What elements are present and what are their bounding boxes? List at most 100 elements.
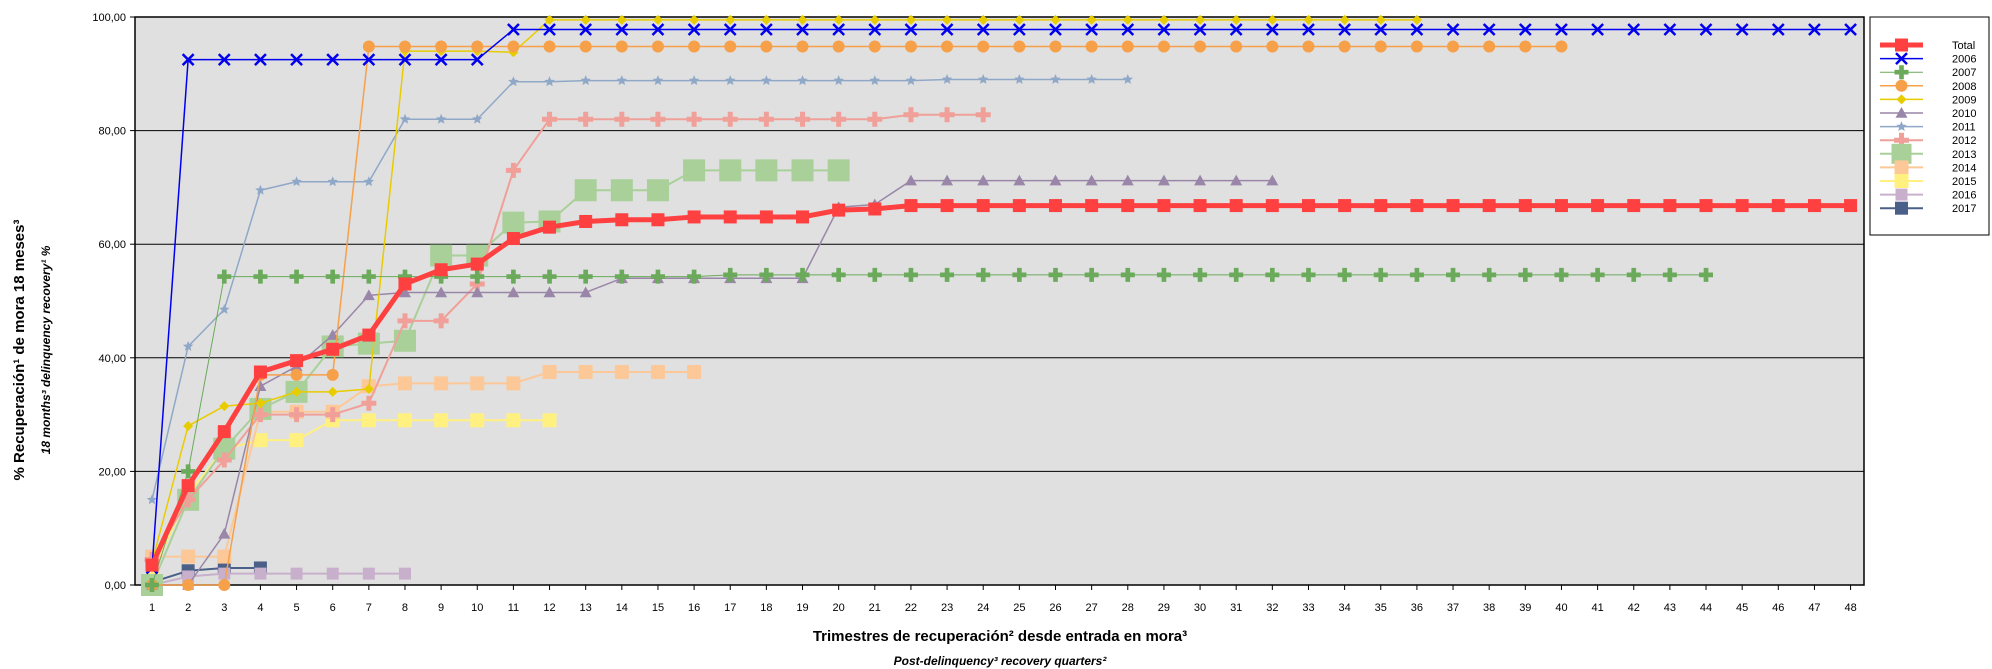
data-point-2010	[218, 527, 231, 539]
data-point-total	[1338, 199, 1352, 213]
data-point-2006	[1482, 23, 1496, 36]
data-point-2006	[1735, 23, 1749, 36]
data-point-total	[1518, 199, 1532, 213]
data-point-2012	[795, 111, 811, 127]
data-point-total	[470, 257, 484, 271]
data-point-2010	[543, 286, 556, 298]
x-tick-label: 46	[1772, 602, 1784, 614]
data-point-2009	[797, 14, 808, 25]
legend-label: Total	[1952, 40, 1975, 52]
x-tick-label: 9	[438, 602, 444, 614]
data-point-total	[1771, 199, 1785, 213]
y-tick-label: 40,00	[98, 353, 126, 365]
legend-swatch-marker	[1894, 65, 1909, 80]
data-point-2007	[759, 267, 774, 282]
data-point-2008	[941, 40, 954, 53]
data-point-2008	[1266, 40, 1279, 53]
data-point-2007	[903, 267, 918, 282]
data-point-2006	[1555, 23, 1568, 36]
data-point-2009	[1158, 14, 1169, 25]
data-point-2009	[544, 14, 555, 25]
data-point-2009	[1014, 14, 1025, 25]
data-point-2013	[610, 179, 633, 202]
data-point-2016	[398, 567, 411, 580]
data-point-2007	[1084, 267, 1099, 282]
data-point-2012	[831, 111, 847, 127]
data-point-2009	[869, 14, 880, 25]
data-point-2010	[326, 329, 339, 340]
data-point-2011	[1014, 73, 1025, 84]
legend-swatch-marker	[1895, 188, 1908, 201]
legend-swatch-marker	[1895, 201, 1908, 215]
data-point-2011	[255, 184, 266, 195]
data-point-2007	[1265, 267, 1280, 282]
data-point-2006	[543, 23, 556, 36]
data-point-2015	[397, 413, 412, 428]
data-point-2008	[868, 40, 881, 53]
data-point-2012	[903, 107, 919, 123]
x-tick-label: 38	[1483, 602, 1495, 614]
data-point-2008	[1338, 40, 1351, 53]
legend-swatch-marker	[1894, 132, 1909, 148]
x-tick-label: 3	[221, 602, 227, 614]
data-point-2011	[977, 73, 989, 84]
data-point-2008	[182, 579, 195, 591]
x-axis-subtitle: Post-delinquency³ recovery quarters²	[894, 654, 1108, 668]
data-point-2006	[254, 53, 267, 66]
data-point-2011	[797, 75, 808, 86]
data-point-2012	[650, 111, 666, 127]
data-point-2007	[578, 269, 593, 284]
legend-swatch-marker	[1896, 94, 1907, 105]
data-point-2008	[507, 40, 520, 53]
data-point-2010	[1013, 174, 1026, 186]
data-point-2006	[615, 23, 629, 36]
x-tick-label: 7	[366, 602, 372, 614]
data-point-2015	[361, 413, 376, 428]
x-tick-label: 28	[1122, 602, 1134, 614]
legend-entry-2016: 2016	[1880, 188, 1976, 202]
data-point-2011	[1086, 73, 1097, 84]
data-point-2010	[1049, 174, 1062, 186]
data-point-2006	[326, 53, 340, 66]
data-point-total	[868, 202, 882, 216]
data-point-2007	[687, 269, 702, 284]
data-point-2011	[725, 75, 736, 86]
legend-swatch-marker	[1895, 52, 1908, 65]
data-point-2007	[723, 267, 738, 282]
data-point-2014	[470, 376, 485, 391]
data-point-2012	[433, 313, 449, 329]
data-point-2010	[977, 174, 990, 186]
data-point-total	[1554, 199, 1568, 213]
data-point-2014	[614, 365, 629, 379]
x-tick-label: 44	[1700, 602, 1712, 614]
data-point-2006	[1265, 23, 1279, 36]
data-point-total	[326, 342, 340, 356]
legend-label: 2010	[1952, 108, 1976, 120]
data-point-2011	[869, 75, 881, 86]
legend-entry-2017: 2017	[1880, 201, 1976, 215]
data-point-2006	[1338, 23, 1352, 36]
data-point-total	[1012, 199, 1026, 213]
data-point-2009	[580, 14, 591, 25]
x-tick-label: 6	[330, 602, 336, 614]
data-point-2011	[833, 75, 844, 86]
x-tick-label: 30	[1194, 602, 1206, 614]
data-point-2010	[904, 174, 917, 186]
data-point-2011	[399, 113, 411, 124]
legend-swatch-marker	[1891, 143, 1912, 164]
y-axis-title: % Recuperación¹ de mora 18 meses³	[11, 220, 28, 481]
data-point-2008	[398, 40, 411, 53]
data-point-2016	[290, 567, 303, 580]
x-tick-label: 22	[905, 602, 917, 614]
x-tick-label: 24	[977, 602, 989, 614]
legend-entry-2012: 2012	[1880, 132, 1976, 148]
data-point-2006	[1121, 23, 1135, 36]
data-point-2007	[831, 267, 846, 282]
data-point-2008	[218, 579, 231, 591]
data-point-2010	[1085, 174, 1098, 186]
data-point-2014	[687, 365, 702, 379]
data-point-2014	[434, 376, 449, 391]
data-point-2009	[616, 14, 627, 25]
legend-label: 2007	[1952, 67, 1976, 79]
data-point-2015	[289, 433, 304, 448]
